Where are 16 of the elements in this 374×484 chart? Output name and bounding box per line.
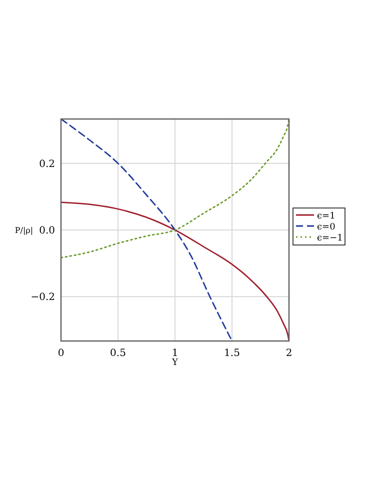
y-tick-label: 0.2 (39, 158, 55, 170)
legend-label: ϵ=0 (317, 222, 336, 232)
x-tick-label: 0.5 (110, 348, 126, 359)
x-tick-label: 0 (58, 348, 64, 359)
line-series (61, 119, 289, 258)
y-axis-title: P/|ρ| (14, 226, 34, 235)
x-axis-title: Y (171, 358, 180, 368)
line-series (61, 202, 289, 341)
x-tick-label: 2 (286, 348, 292, 359)
x-tick-label: 1 (172, 348, 178, 359)
legend-label: ϵ=1 (317, 212, 336, 222)
y-tick-label: 0.0 (39, 226, 55, 236)
x-tick-label: 1.5 (224, 348, 240, 359)
y-tick-label: −0.2 (30, 292, 55, 304)
line-series (61, 119, 233, 341)
legend-label: ϵ=−1 (317, 234, 343, 244)
